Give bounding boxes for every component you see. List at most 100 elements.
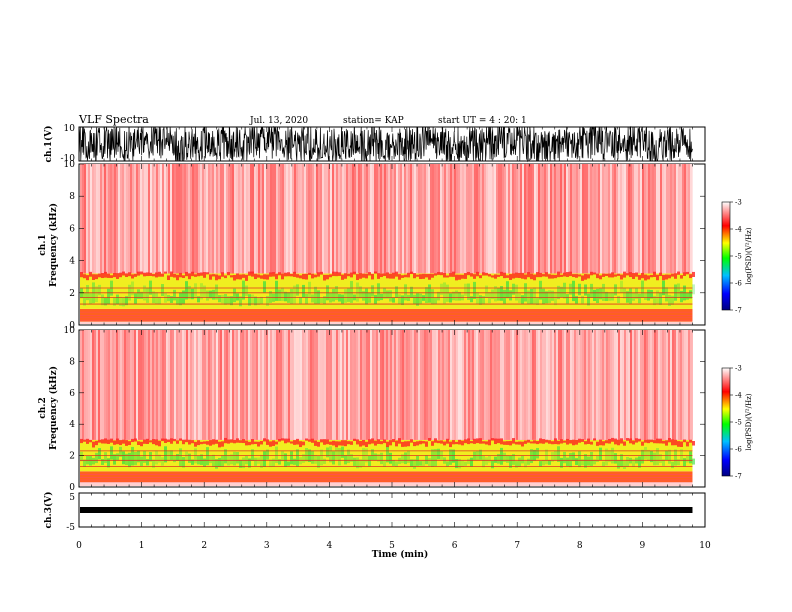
- spectrogram-column: [134, 164, 136, 274]
- spectrogram-column: [396, 330, 398, 440]
- spectrogram-column: [196, 330, 198, 440]
- spectrogram-column: [605, 440, 608, 444]
- x-axis-label: Time (min): [372, 549, 429, 560]
- spectrogram-column: [572, 164, 574, 274]
- frequency-tick-label: 10: [64, 326, 76, 336]
- spectrogram-column: [122, 271, 125, 276]
- spectrogram-column: [212, 454, 215, 467]
- spectrogram-column: [556, 164, 558, 274]
- spectrogram-column: [586, 330, 588, 440]
- spectrogram-column: [407, 441, 410, 447]
- spectrogram-column: [590, 451, 593, 466]
- spectrogram-column: [626, 438, 629, 441]
- spectrogram-column: [350, 164, 352, 274]
- spectrogram-column: [150, 330, 152, 440]
- spectrogram-column: [436, 330, 438, 440]
- spectrogram-column: [686, 455, 689, 463]
- spectrogram-column: [371, 285, 374, 297]
- spectrogram-column: [311, 273, 314, 279]
- spectrogram-column: [131, 281, 134, 296]
- spectrogram-column: [518, 457, 521, 467]
- spectrogram-column: [587, 438, 590, 444]
- spectrogram-column: [210, 330, 212, 440]
- spectrogram-column: [624, 164, 626, 274]
- spectrogram-column: [330, 330, 332, 440]
- spectrogram-column: [126, 164, 128, 274]
- spectrogram-column: [524, 440, 527, 444]
- spectrogram-column: [214, 330, 216, 440]
- spectrogram-column: [137, 271, 140, 276]
- spectrogram-column: [452, 291, 455, 301]
- spectrogram-column: [95, 274, 98, 280]
- spectrogram-column: [275, 273, 278, 280]
- spectrogram-column: [542, 460, 545, 466]
- spectrogram-column: [84, 330, 86, 440]
- spectrogram-column: [293, 271, 296, 277]
- spectrogram-column: [286, 164, 288, 274]
- spectrogram-column: [662, 164, 664, 274]
- spectrogram-column: [252, 164, 254, 274]
- spectrogram-column: [414, 330, 416, 440]
- spectrogram-column: [422, 164, 424, 274]
- spectrogram-column: [320, 164, 322, 274]
- spectrogram-column: [350, 281, 353, 303]
- spectrogram-column: [614, 330, 616, 440]
- spectrogram-column: [242, 280, 245, 300]
- spectrogram-column: [466, 330, 468, 440]
- spectrogram-column: [502, 164, 504, 274]
- ch3-ytick-top: 5: [69, 493, 75, 503]
- spectrogram-column: [326, 164, 328, 274]
- spectrogram-column: [359, 273, 362, 279]
- spectrogram-column: [616, 330, 618, 440]
- spectrogram-column: [491, 275, 494, 278]
- spectrogram-column: [251, 294, 254, 304]
- spectrogram-column: [539, 461, 542, 467]
- spectrogram-column: [506, 275, 509, 278]
- spectrogram-column: [424, 164, 426, 274]
- spectrogram-column: [380, 273, 383, 278]
- spectrogram-column: [300, 330, 302, 440]
- x-tick-label: 3: [264, 541, 270, 551]
- spectrogram-column: [626, 291, 629, 303]
- spectrogram-column: [312, 164, 314, 274]
- spectrogram-column: [572, 280, 575, 302]
- spectrogram-column: [431, 274, 434, 278]
- spectrogram-column: [161, 273, 164, 277]
- spectrogram-column: [378, 330, 380, 440]
- spectrogram-column: [530, 449, 533, 464]
- spectrogram-column: [581, 439, 584, 442]
- spectrogram-column: [137, 441, 140, 446]
- spectrogram-column: [392, 330, 394, 440]
- spectrogram-column: [634, 164, 636, 274]
- spectrogram-column: [413, 441, 416, 447]
- spectrogram-column: [581, 275, 584, 281]
- spectrogram-column: [498, 164, 500, 274]
- spectrogram-column: [544, 330, 546, 440]
- spectrogram-column: [350, 454, 353, 462]
- spectrogram-column: [346, 164, 348, 274]
- spectrogram-column: [654, 164, 656, 274]
- spectrogram-column: [509, 290, 512, 301]
- spectrogram-column: [690, 330, 692, 440]
- spectrogram-column: [578, 283, 581, 296]
- spectrogram-column: [269, 459, 272, 468]
- spectrogram-column: [254, 457, 257, 466]
- spectrogram-column: [329, 446, 332, 463]
- spectrogram-column: [188, 453, 191, 463]
- spectrogram-column: [454, 164, 456, 274]
- spectrogram-column: [332, 271, 335, 277]
- spectrogram-column: [188, 164, 190, 274]
- spectrogram-column: [406, 330, 408, 440]
- spectrogram-column: [278, 289, 281, 301]
- spectrogram-column: [158, 454, 161, 463]
- x-tick-label: 6: [452, 541, 458, 551]
- spectrogram-column: [446, 461, 449, 467]
- spectrogram-band: [80, 471, 693, 483]
- spectrogram-column: [356, 282, 359, 302]
- frequency-tick-label: 8: [69, 357, 75, 367]
- spectrogram-column: [134, 330, 136, 440]
- spectrogram-column: [362, 291, 365, 301]
- spectrogram-column: [299, 441, 302, 448]
- spectrogram-column: [404, 164, 406, 274]
- spectrogram-column: [671, 273, 674, 277]
